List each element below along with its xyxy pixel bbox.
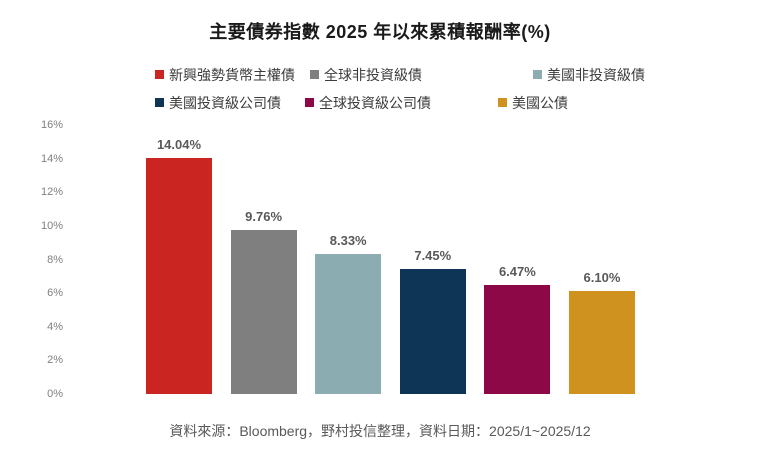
legend-label: 全球投資級公司債 (319, 94, 431, 111)
bar-value-label: 6.47% (498, 264, 536, 280)
legend-item: 新興強勢貨幣主權債 (155, 66, 295, 83)
bar-value-label: 8.33% (329, 232, 367, 248)
y-axis-tick-label: 14% (40, 152, 63, 165)
y-axis-tick-label: 16% (40, 119, 63, 131)
bar (484, 285, 551, 394)
legend-item: 全球非投資級債 (310, 66, 422, 83)
legend-swatch (310, 70, 319, 79)
y-axis-tick-label: 0% (47, 388, 63, 400)
legend-label: 美國投資級公司債 (169, 94, 281, 111)
legend-item: 美國公債 (498, 94, 568, 111)
legend-swatch (533, 70, 542, 79)
legend-item: 美國投資級公司債 (155, 94, 281, 111)
bar-value-label: 9.76% (245, 208, 283, 224)
y-axis-tick-label: 2% (47, 354, 63, 367)
legend-label: 新興強勢貨幣主權債 (169, 66, 295, 83)
bar-value-label: 7.45% (414, 247, 452, 263)
bar (146, 157, 212, 394)
bar-value-label: 14.04% (156, 136, 202, 152)
legend-swatch (305, 98, 314, 107)
legend-swatch (498, 98, 507, 107)
bar-group: 6.10% (568, 125, 635, 394)
bar (399, 268, 466, 394)
y-axis-tick-label: 4% (47, 320, 63, 333)
bar-group: 9.76% (230, 125, 297, 394)
y-axis-tick-label: 12% (40, 186, 63, 199)
bar (568, 291, 635, 394)
bar-value-label: 6.10% (583, 270, 621, 286)
source-note: 資料來源：Bloomberg，野村投信整理，資料日期：2025/1~2025/1… (169, 423, 591, 439)
legend-item: 美國非投資級債 (533, 66, 645, 83)
bar (230, 229, 297, 394)
legend-swatch (155, 98, 164, 107)
legend-item: 全球投資級公司債 (305, 94, 431, 111)
y-axis-tick-label: 8% (47, 253, 63, 266)
bar-group: 14.04% (146, 125, 212, 394)
bar-group: 6.47% (484, 125, 551, 394)
legend-swatch (155, 70, 164, 79)
bar-chart-plot: 14.04% 9.76% 8.33% 7.45% 6.47% 6.10% (146, 125, 635, 394)
bar (315, 253, 382, 394)
legend-label: 美國非投資級債 (547, 66, 645, 83)
y-axis-tick-label: 6% (47, 287, 63, 300)
legend-label: 全球非投資級債 (324, 66, 422, 83)
chart-title: 主要債券指數 2025 年以來累積報酬率(%) (209, 22, 551, 42)
bar-group: 7.45% (399, 125, 466, 394)
legend-label: 美國公債 (512, 94, 568, 111)
y-axis-tick-label: 10% (40, 219, 63, 232)
bar-group: 8.33% (315, 125, 382, 394)
